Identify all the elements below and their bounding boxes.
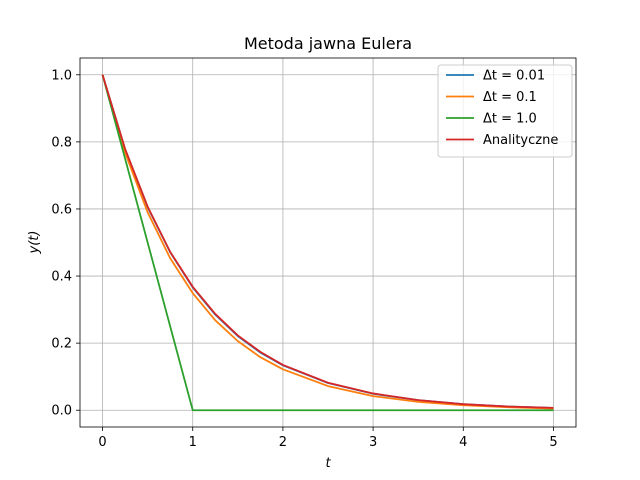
x-tick-label: 2 <box>279 435 287 450</box>
legend-label: Δt = 1.0 <box>483 112 537 127</box>
x-tick-label: 4 <box>459 435 467 450</box>
legend-box <box>437 64 573 158</box>
series-line-2 <box>101 74 554 412</box>
y-tick-label: 0.2 <box>51 337 72 352</box>
y-tick-label: 0.6 <box>51 202 72 217</box>
x-tick-label: 1 <box>189 435 197 450</box>
y-tick-label: 0.8 <box>51 135 72 150</box>
series-lines <box>101 74 554 412</box>
legend: Δt = 0.01 Δt = 0.1 Δt = 1.0 Analityczne <box>437 64 573 158</box>
legend-label: Δt = 0.1 <box>483 90 537 105</box>
y-tick-label: 0.0 <box>51 404 72 419</box>
chart-title: Metoda jawna Eulera <box>244 34 412 53</box>
plot-frame <box>79 57 577 428</box>
legend-label: Δt = 0.01 <box>483 69 545 84</box>
x-tick-label: 5 <box>549 435 557 450</box>
x-tick-label: 0 <box>98 435 106 450</box>
x-tick-label: 3 <box>369 435 377 450</box>
x-axis-label: t <box>325 456 331 471</box>
y-tick-label: 0.4 <box>51 270 72 285</box>
axis-ticks: 0 1 2 3 4 5 0.0 0.2 0.4 0.6 0.8 1.0 <box>51 68 557 450</box>
series-line-1 <box>101 74 554 410</box>
y-tick-label: 1.0 <box>51 68 72 83</box>
legend-label: Analityczne <box>483 133 558 148</box>
y-axis-label: y(t) <box>27 231 42 255</box>
series-line-3 <box>101 74 554 409</box>
